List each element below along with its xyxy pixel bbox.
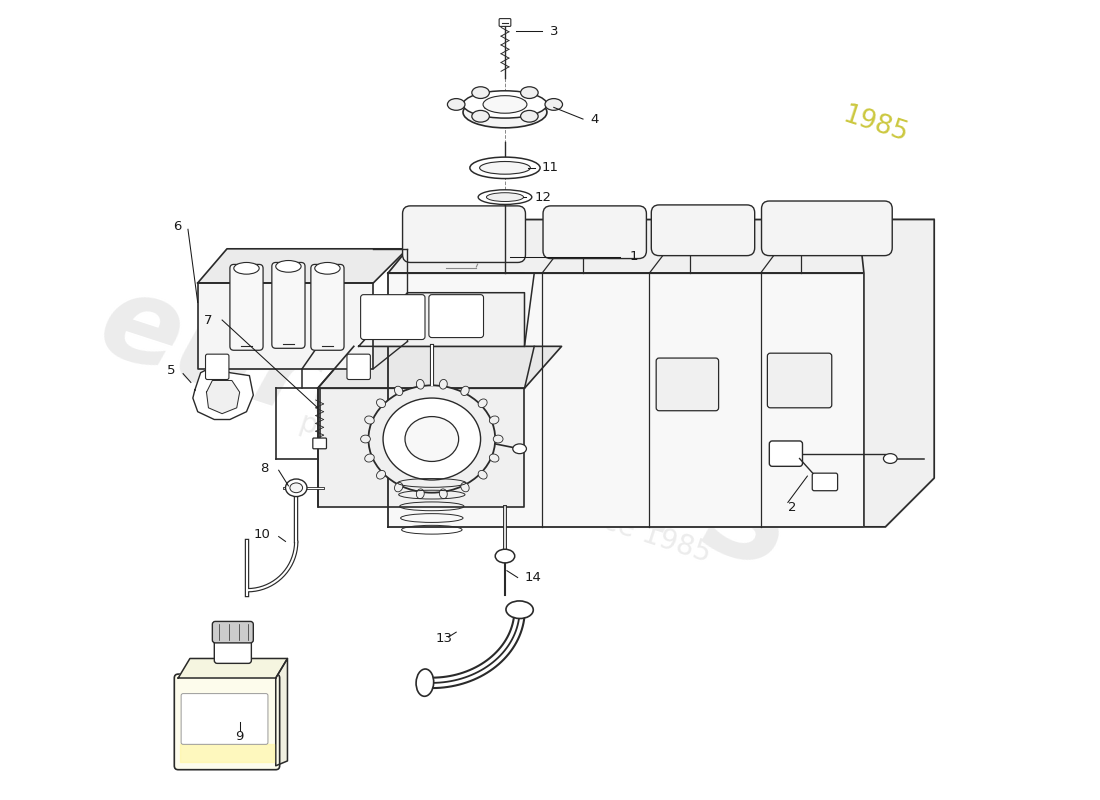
Text: 13: 13 [436,633,453,646]
FancyBboxPatch shape [214,636,252,663]
Ellipse shape [461,482,470,492]
FancyBboxPatch shape [311,265,344,350]
Ellipse shape [376,399,385,408]
Ellipse shape [520,86,538,98]
Text: passion for Porsche since 1985: passion for Porsche since 1985 [296,408,714,568]
Ellipse shape [544,98,562,110]
FancyBboxPatch shape [206,354,229,379]
Ellipse shape [470,157,540,178]
FancyBboxPatch shape [230,265,263,350]
Text: 11: 11 [542,162,559,174]
FancyBboxPatch shape [212,622,253,643]
FancyBboxPatch shape [543,206,647,258]
Ellipse shape [495,550,515,563]
Ellipse shape [883,454,898,463]
Polygon shape [388,273,886,527]
Ellipse shape [472,86,490,98]
Ellipse shape [417,379,425,389]
Text: 4: 4 [591,113,600,126]
Polygon shape [192,366,253,419]
Ellipse shape [416,669,433,696]
Text: 2: 2 [789,501,797,514]
Ellipse shape [478,399,487,408]
Text: 12: 12 [535,190,551,204]
Ellipse shape [480,162,530,174]
FancyBboxPatch shape [174,674,279,770]
Text: 7: 7 [204,314,212,326]
Ellipse shape [361,435,371,443]
Ellipse shape [234,262,260,274]
Ellipse shape [365,454,374,462]
Polygon shape [388,219,934,273]
FancyBboxPatch shape [812,473,837,490]
Polygon shape [318,346,562,388]
FancyBboxPatch shape [182,694,268,744]
Ellipse shape [490,416,499,424]
Polygon shape [198,249,407,283]
Polygon shape [318,388,525,507]
FancyBboxPatch shape [346,354,371,379]
Ellipse shape [520,110,538,122]
Polygon shape [178,658,287,678]
Ellipse shape [490,454,499,462]
Ellipse shape [478,190,531,205]
Text: euroPARTS: euroPARTS [86,263,807,595]
Text: 14: 14 [525,571,541,584]
Ellipse shape [486,193,524,202]
Polygon shape [207,381,240,414]
FancyBboxPatch shape [499,18,510,26]
FancyBboxPatch shape [361,294,425,339]
Ellipse shape [463,97,547,128]
FancyBboxPatch shape [761,201,892,256]
FancyBboxPatch shape [657,358,718,410]
Text: 8: 8 [261,462,268,474]
Text: 10: 10 [254,528,271,541]
Ellipse shape [463,90,547,118]
Text: 9: 9 [235,730,244,743]
Ellipse shape [483,96,527,114]
Ellipse shape [478,470,487,479]
Text: 1985: 1985 [839,102,912,148]
Ellipse shape [472,110,490,122]
FancyBboxPatch shape [769,441,803,466]
Ellipse shape [439,379,448,389]
Ellipse shape [506,601,534,618]
FancyBboxPatch shape [312,438,327,449]
Text: 1: 1 [630,250,638,263]
Ellipse shape [395,386,403,395]
Text: 5: 5 [167,364,175,378]
Ellipse shape [276,261,301,272]
Ellipse shape [439,489,448,498]
Ellipse shape [376,470,385,479]
Ellipse shape [493,435,503,443]
FancyBboxPatch shape [768,353,832,408]
Ellipse shape [448,98,465,110]
Ellipse shape [461,386,470,395]
Ellipse shape [395,482,403,492]
FancyBboxPatch shape [429,294,484,338]
Ellipse shape [405,417,459,462]
FancyBboxPatch shape [403,206,526,262]
FancyBboxPatch shape [272,262,305,348]
Ellipse shape [417,489,425,498]
Ellipse shape [290,483,303,493]
Ellipse shape [315,262,340,274]
Polygon shape [198,283,373,369]
Polygon shape [858,219,934,527]
Ellipse shape [365,416,374,424]
Polygon shape [359,293,525,346]
Polygon shape [886,219,934,527]
Text: 3: 3 [550,25,559,38]
Ellipse shape [513,444,527,454]
Polygon shape [276,658,287,766]
Ellipse shape [383,398,481,480]
Text: 6: 6 [173,220,182,233]
Ellipse shape [286,479,307,497]
Ellipse shape [368,386,495,493]
FancyBboxPatch shape [651,205,755,256]
